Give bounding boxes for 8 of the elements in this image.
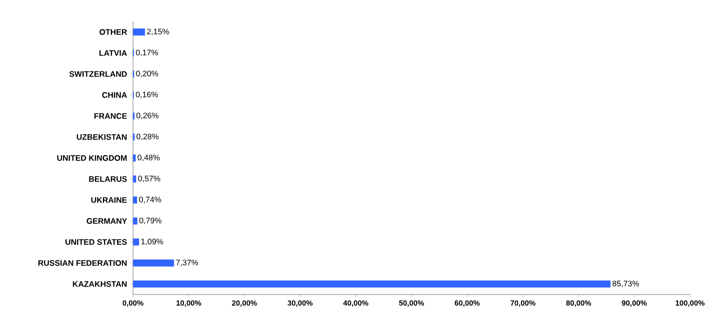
bar (133, 196, 138, 204)
bar (133, 28, 145, 36)
bar (133, 176, 136, 183)
bar (133, 154, 136, 162)
bar (133, 218, 138, 225)
bar (133, 280, 611, 288)
bar (133, 238, 140, 246)
bar (133, 260, 174, 267)
